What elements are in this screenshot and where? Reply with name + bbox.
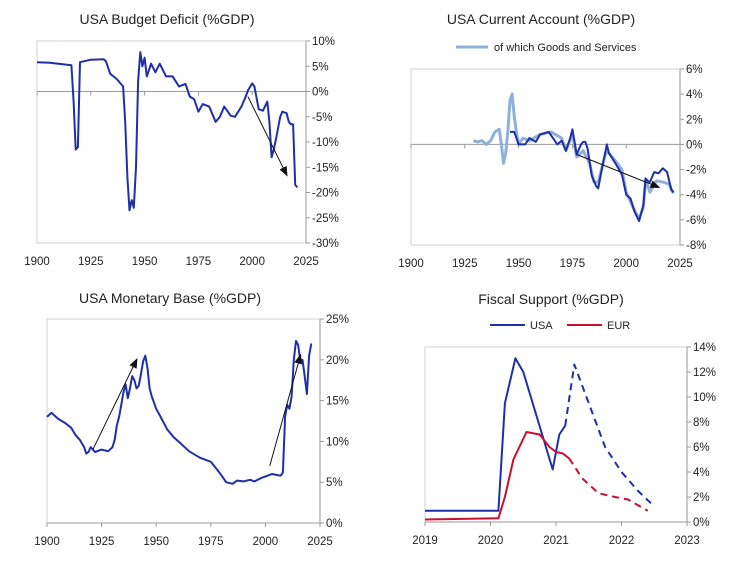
fiscal-support-y-tick-label: 0%	[693, 517, 710, 529]
monetary-base-x-tick-label: 1950	[143, 536, 169, 548]
budget-deficit-y-tick-label: -25%	[312, 213, 339, 225]
budget-deficit-x-tick-label: 2025	[293, 256, 319, 268]
budget-deficit-panel: USA Budget Deficit (%GDP) 10% 5% 0% -5% -10%…	[24, 11, 339, 268]
current-account-y-tick-label: 2%	[686, 114, 703, 126]
current-account-y-tick-label: -6%	[686, 215, 706, 227]
monetary-base-x-tick-label: 2025	[307, 536, 333, 548]
monetary-base-y-tick-label: 5%	[326, 477, 343, 489]
budget-deficit-y-tick-label: -5%	[312, 112, 332, 124]
budget-deficit-y-tick-label: -30%	[312, 238, 339, 250]
budget-deficit-x-tick-label: 1925	[78, 256, 104, 268]
current-account-y-tick-label: -4%	[686, 190, 706, 202]
fiscal-support-plot-area	[424, 346, 688, 523]
monetary-base-title: USA Monetary Base (%GDP)	[79, 290, 261, 306]
monetary-base-plot-area	[46, 318, 321, 524]
monetary-base-trend-arrow	[92, 358, 138, 450]
monetary-base-x-tick-label: 1975	[198, 536, 224, 548]
fiscal-support-x-tick-label: 2019	[412, 535, 438, 547]
fiscal-support-x-tick-label: 2022	[609, 535, 635, 547]
fiscal-support-y-tick-label: 10%	[693, 392, 716, 404]
fiscal-support-y-tick-label: 12%	[693, 367, 716, 379]
budget-deficit-y-tick-label: -20%	[312, 188, 339, 200]
budget-deficit-y-tick-label: 0%	[312, 87, 329, 99]
current-account-y-tick-label: 4%	[686, 89, 703, 101]
budget-deficit-y-tick-label: 5%	[312, 61, 329, 73]
current-account-title: USA Current Account (%GDP)	[447, 11, 635, 27]
current-account-y-tick-label: -8%	[686, 240, 706, 252]
fiscal-support-x-tick-label: 2020	[478, 535, 504, 547]
monetary-base-y-tick-label: 0%	[326, 518, 343, 530]
fiscal-support-y-tick-label: 8%	[693, 417, 710, 429]
current-account-series-1-line	[510, 128, 675, 223]
fiscal-support-x-tick-label: 2023	[674, 535, 700, 547]
budget-deficit-x-tick-label: 1900	[24, 256, 50, 268]
eur-legend-label: EUR	[607, 320, 630, 332]
budget-deficit-x-tick-label: 2000	[239, 256, 265, 268]
current-account-x-tick-label: 2025	[667, 258, 693, 270]
budget-deficit-y-tick-label: -15%	[312, 162, 339, 174]
current-account-x-tick-label: 1975	[560, 258, 586, 270]
monetary-base-y-tick-label: 25%	[326, 314, 349, 326]
current-account-x-tick-label: 2000	[613, 258, 639, 270]
current-account-y-tick-label: 6%	[686, 64, 703, 76]
budget-deficit-x-tick-label: 1975	[186, 256, 212, 268]
monetary-base-trend-arrow	[269, 353, 303, 467]
current-account-trend-arrow	[576, 154, 661, 188]
budget-deficit-title: USA Budget Deficit (%GDP)	[79, 11, 254, 27]
budget-deficit-series-0-line	[36, 51, 299, 212]
monetary-base-y-tick-label: 10%	[326, 436, 349, 448]
monetary-base-series-0-line	[46, 340, 313, 485]
fiscal-support-y-tick-label: 4%	[693, 467, 710, 479]
fiscal-support-x-tick-label: 2021	[543, 535, 569, 547]
monetary-base-panel: USA Monetary Base (%GDP) 25% 20% 15% 10% 5% 0…	[34, 290, 349, 548]
current-account-y-tick-label: -2%	[686, 165, 706, 177]
fiscal-support-series-eur-forecast-line	[568, 457, 649, 512]
budget-deficit-y-tick-label: 10%	[312, 36, 335, 48]
fiscal-support-panel: Fiscal Support (%GDP) USA EUR 14% 12% 10% 8…	[412, 291, 716, 547]
current-account-panel: USA Current Account (%GDP) of which Good…	[398, 11, 706, 270]
monetary-base-y-tick-label: 20%	[326, 355, 349, 367]
current-account-x-tick-label: 1950	[506, 258, 532, 270]
current-account-x-tick-label: 1900	[398, 258, 424, 270]
fiscal-support-series-usa-forecast-line	[564, 363, 652, 505]
fiscal-support-title: Fiscal Support (%GDP)	[478, 291, 623, 307]
current-account-x-tick-label: 1925	[452, 258, 478, 270]
fiscal-support-y-tick-label: 2%	[693, 492, 710, 504]
monetary-base-y-tick-label: 15%	[326, 396, 349, 408]
monetary-base-x-tick-label: 1925	[89, 536, 115, 548]
goods-services-legend-label: of which Goods and Services	[494, 42, 637, 54]
usa-legend-label: USA	[530, 320, 553, 332]
monetary-base-x-tick-label: 2000	[253, 536, 279, 548]
budget-deficit-y-tick-label: -10%	[312, 137, 339, 149]
fiscal-support-series-eur-line	[424, 431, 570, 521]
fiscal-support-y-tick-label: 14%	[693, 342, 716, 354]
current-account-y-tick-label: 0%	[686, 139, 703, 151]
fiscal-support-y-tick-label: 6%	[693, 442, 710, 454]
budget-deficit-x-tick-label: 1950	[132, 256, 158, 268]
fiscal-support-series-usa-line	[425, 357, 567, 512]
budget-deficit-trend-arrow	[247, 96, 288, 177]
monetary-base-x-tick-label: 1900	[34, 536, 60, 548]
